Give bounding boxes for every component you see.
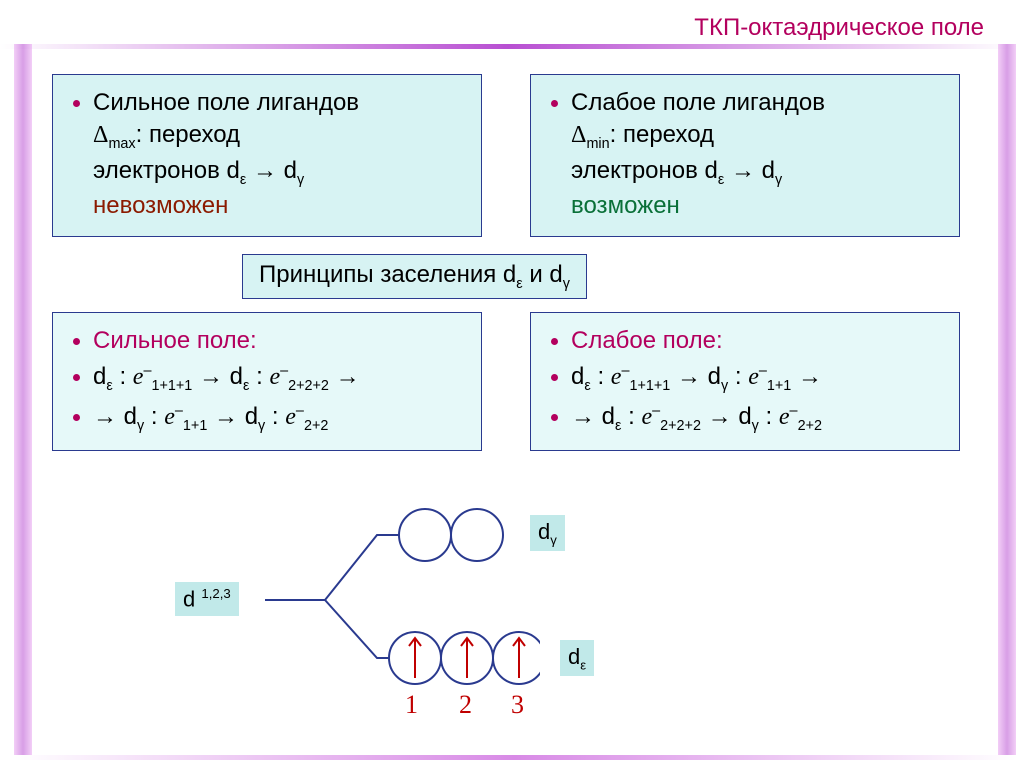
delta-symbol: Δ — [571, 122, 586, 148]
text: : переход — [136, 121, 240, 148]
text: Сильное поле лигандов — [93, 89, 359, 116]
weak-field-item: Слабое поле лигандов Δmin: переход элект… — [571, 87, 947, 222]
strong-field-item: Сильное поле лигандов Δmax: переход элек… — [93, 87, 469, 222]
slide-title: ТКП-октаэдрическое поле — [694, 14, 984, 42]
sub: γ — [721, 378, 728, 394]
text: и d — [523, 261, 563, 288]
text: d — [568, 644, 580, 669]
subtitle: Слабое поле: — [571, 327, 723, 354]
text: d — [284, 157, 297, 184]
sub: ε — [580, 657, 586, 672]
number-label: 1 — [405, 690, 418, 720]
text: электронов d — [93, 157, 240, 184]
list-item: dε : e–1+1+1 → dε : e–2+2+2 → — [93, 361, 469, 396]
list-item: → dε : e–2+2+2 → dγ : e–2+2 — [571, 401, 947, 436]
e: e — [748, 364, 759, 390]
list-item: → dγ : e–1+1 → dγ : e–2+2 — [93, 401, 469, 436]
left-accent-bar — [14, 44, 32, 760]
sup: – — [790, 403, 798, 419]
sup: – — [296, 403, 304, 419]
delta-symbol: Δ — [93, 122, 108, 148]
strong-field-box: Сильное поле лигандов Δmax: переход элек… — [52, 74, 482, 237]
arrow-icon: → — [701, 403, 738, 430]
list-item: Сильное поле: — [93, 325, 469, 357]
orbital-splitting-diagram — [120, 490, 540, 720]
sup: – — [175, 403, 183, 419]
list-item: Слабое поле: — [571, 325, 947, 357]
e: e — [641, 404, 652, 430]
sub: 2+2+2 — [660, 417, 701, 433]
list-item: dε : e–1+1+1 → dγ : e–1+1 → — [571, 361, 947, 396]
sub: γ — [775, 171, 782, 187]
sub: 1+1+1 — [151, 378, 192, 394]
arrow-icon: → — [192, 363, 229, 390]
text: d — [762, 157, 775, 184]
subtitle: Сильное поле: — [93, 327, 257, 354]
e: e — [285, 404, 296, 430]
sub: γ — [137, 417, 144, 433]
delta-sub: max — [108, 136, 135, 152]
d: d — [93, 363, 106, 390]
sub: 1+1+1 — [629, 378, 670, 394]
d: d — [230, 363, 243, 390]
text: Слабое поле лигандов — [571, 89, 825, 116]
arrow-icon: → — [791, 363, 822, 390]
delta-sub: min — [586, 136, 609, 152]
d-epsilon-label: dε — [560, 640, 594, 676]
status-text: возможен — [571, 192, 680, 219]
arrow-icon: → — [571, 403, 602, 430]
number-label: 3 — [511, 690, 524, 720]
e: e — [611, 364, 622, 390]
sub: 1+1 — [767, 378, 791, 394]
sub: ε — [243, 378, 249, 394]
e: e — [164, 404, 175, 430]
e: e — [269, 364, 280, 390]
sup: – — [143, 363, 151, 379]
sub: γ — [550, 532, 557, 547]
sup: – — [652, 403, 660, 419]
text: электронов d — [571, 157, 718, 184]
sub: ε — [106, 378, 112, 394]
arrow-icon: → — [670, 363, 707, 390]
sup: – — [759, 363, 767, 379]
e: e — [133, 364, 144, 390]
arrow-icon: → — [329, 363, 360, 390]
strong-field-rules-box: Сильное поле: dε : e–1+1+1 → dε : e–2+2+… — [52, 312, 482, 451]
d: d — [245, 403, 258, 430]
d-gamma-label: dγ — [530, 515, 565, 551]
number-label: 2 — [459, 690, 472, 720]
sub: 2+2 — [798, 417, 822, 433]
d: d — [738, 403, 751, 430]
sub: 1+1 — [183, 417, 207, 433]
right-accent-bar — [998, 44, 1016, 760]
weak-field-rules-box: Слабое поле: dε : e–1+1+1 → dγ : e–1+1 →… — [530, 312, 960, 451]
sup: – — [280, 363, 288, 379]
sub: γ — [297, 171, 304, 187]
sup: – — [621, 363, 629, 379]
d: d — [124, 403, 137, 430]
sub: γ — [752, 417, 759, 433]
e: e — [779, 404, 790, 430]
d: d — [571, 363, 584, 390]
d: d — [708, 363, 721, 390]
sub: ε — [584, 378, 590, 394]
arrow-icon: → — [246, 157, 283, 184]
text: Принципы заселения d — [259, 261, 516, 288]
bottom-accent-bar — [14, 755, 1016, 760]
sub: γ — [563, 276, 570, 292]
sub: ε — [615, 417, 621, 433]
sub: γ — [258, 417, 265, 433]
arrow-icon: → — [207, 403, 244, 430]
text: d — [538, 519, 550, 544]
sub: 2+2 — [304, 417, 328, 433]
weak-field-box: Слабое поле лигандов Δmin: переход элект… — [530, 74, 960, 237]
principles-box: Принципы заселения dε и dγ — [242, 254, 587, 299]
status-text: невозможен — [93, 192, 228, 219]
d: d — [602, 403, 615, 430]
arrow-icon: → — [724, 157, 761, 184]
text: : переход — [610, 121, 714, 148]
sub: 2+2+2 — [288, 378, 329, 394]
arrow-icon: → — [93, 403, 124, 430]
top-accent-bar — [0, 44, 1016, 49]
